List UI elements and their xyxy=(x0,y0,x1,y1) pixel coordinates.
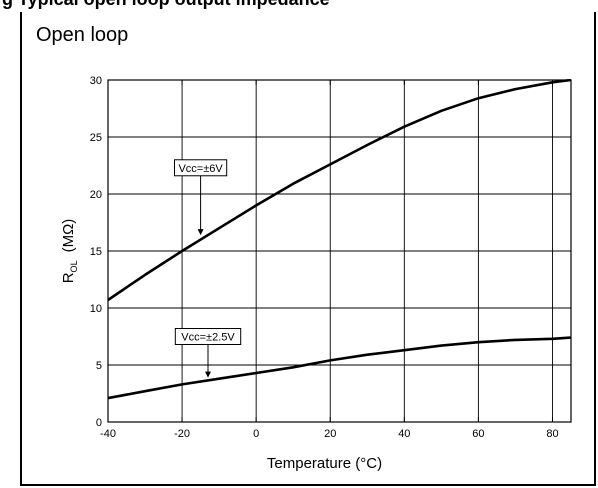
x-axis-title: Temperature (°C) xyxy=(267,455,382,472)
y-tick-label: 30 xyxy=(90,75,102,87)
figure-caption-text: g Typical open loop output impedance xyxy=(2,0,330,10)
series-line xyxy=(108,79,571,302)
y-tick-label: 10 xyxy=(90,303,102,315)
x-tick-label: -40 xyxy=(100,428,116,440)
y-tick-label: 5 xyxy=(96,360,102,372)
x-tick-label: 80 xyxy=(546,428,558,440)
y-tick-label: 0 xyxy=(96,417,102,429)
series-line xyxy=(108,336,571,400)
y-tick-label: 25 xyxy=(90,132,102,144)
chart-title: Open loop xyxy=(36,24,129,46)
truncated-figure-caption: g Typical open loop output impedance xyxy=(0,0,598,12)
annotation-label: Vcc=±2.5V xyxy=(181,332,235,344)
y-axis-title-main: R xyxy=(60,272,77,283)
x-tick-label: -20 xyxy=(174,428,190,440)
y-axis-title: ROL (MΩ) xyxy=(60,219,79,284)
x-tick-label: 20 xyxy=(324,428,336,440)
x-tick-label: 40 xyxy=(398,428,410,440)
annotation-arrowhead xyxy=(197,229,204,236)
annotation-arrowhead xyxy=(205,371,212,378)
y-tick-label: 15 xyxy=(90,246,102,258)
x-tick-label: 0 xyxy=(253,428,259,440)
y-tick-label: 20 xyxy=(90,189,102,201)
annotation-label: Vcc=±6V xyxy=(178,163,223,175)
y-axis-title-subscript: OL xyxy=(69,260,79,272)
x-tick-label: 60 xyxy=(472,428,484,440)
y-axis-title-unit: (MΩ) xyxy=(60,219,77,253)
